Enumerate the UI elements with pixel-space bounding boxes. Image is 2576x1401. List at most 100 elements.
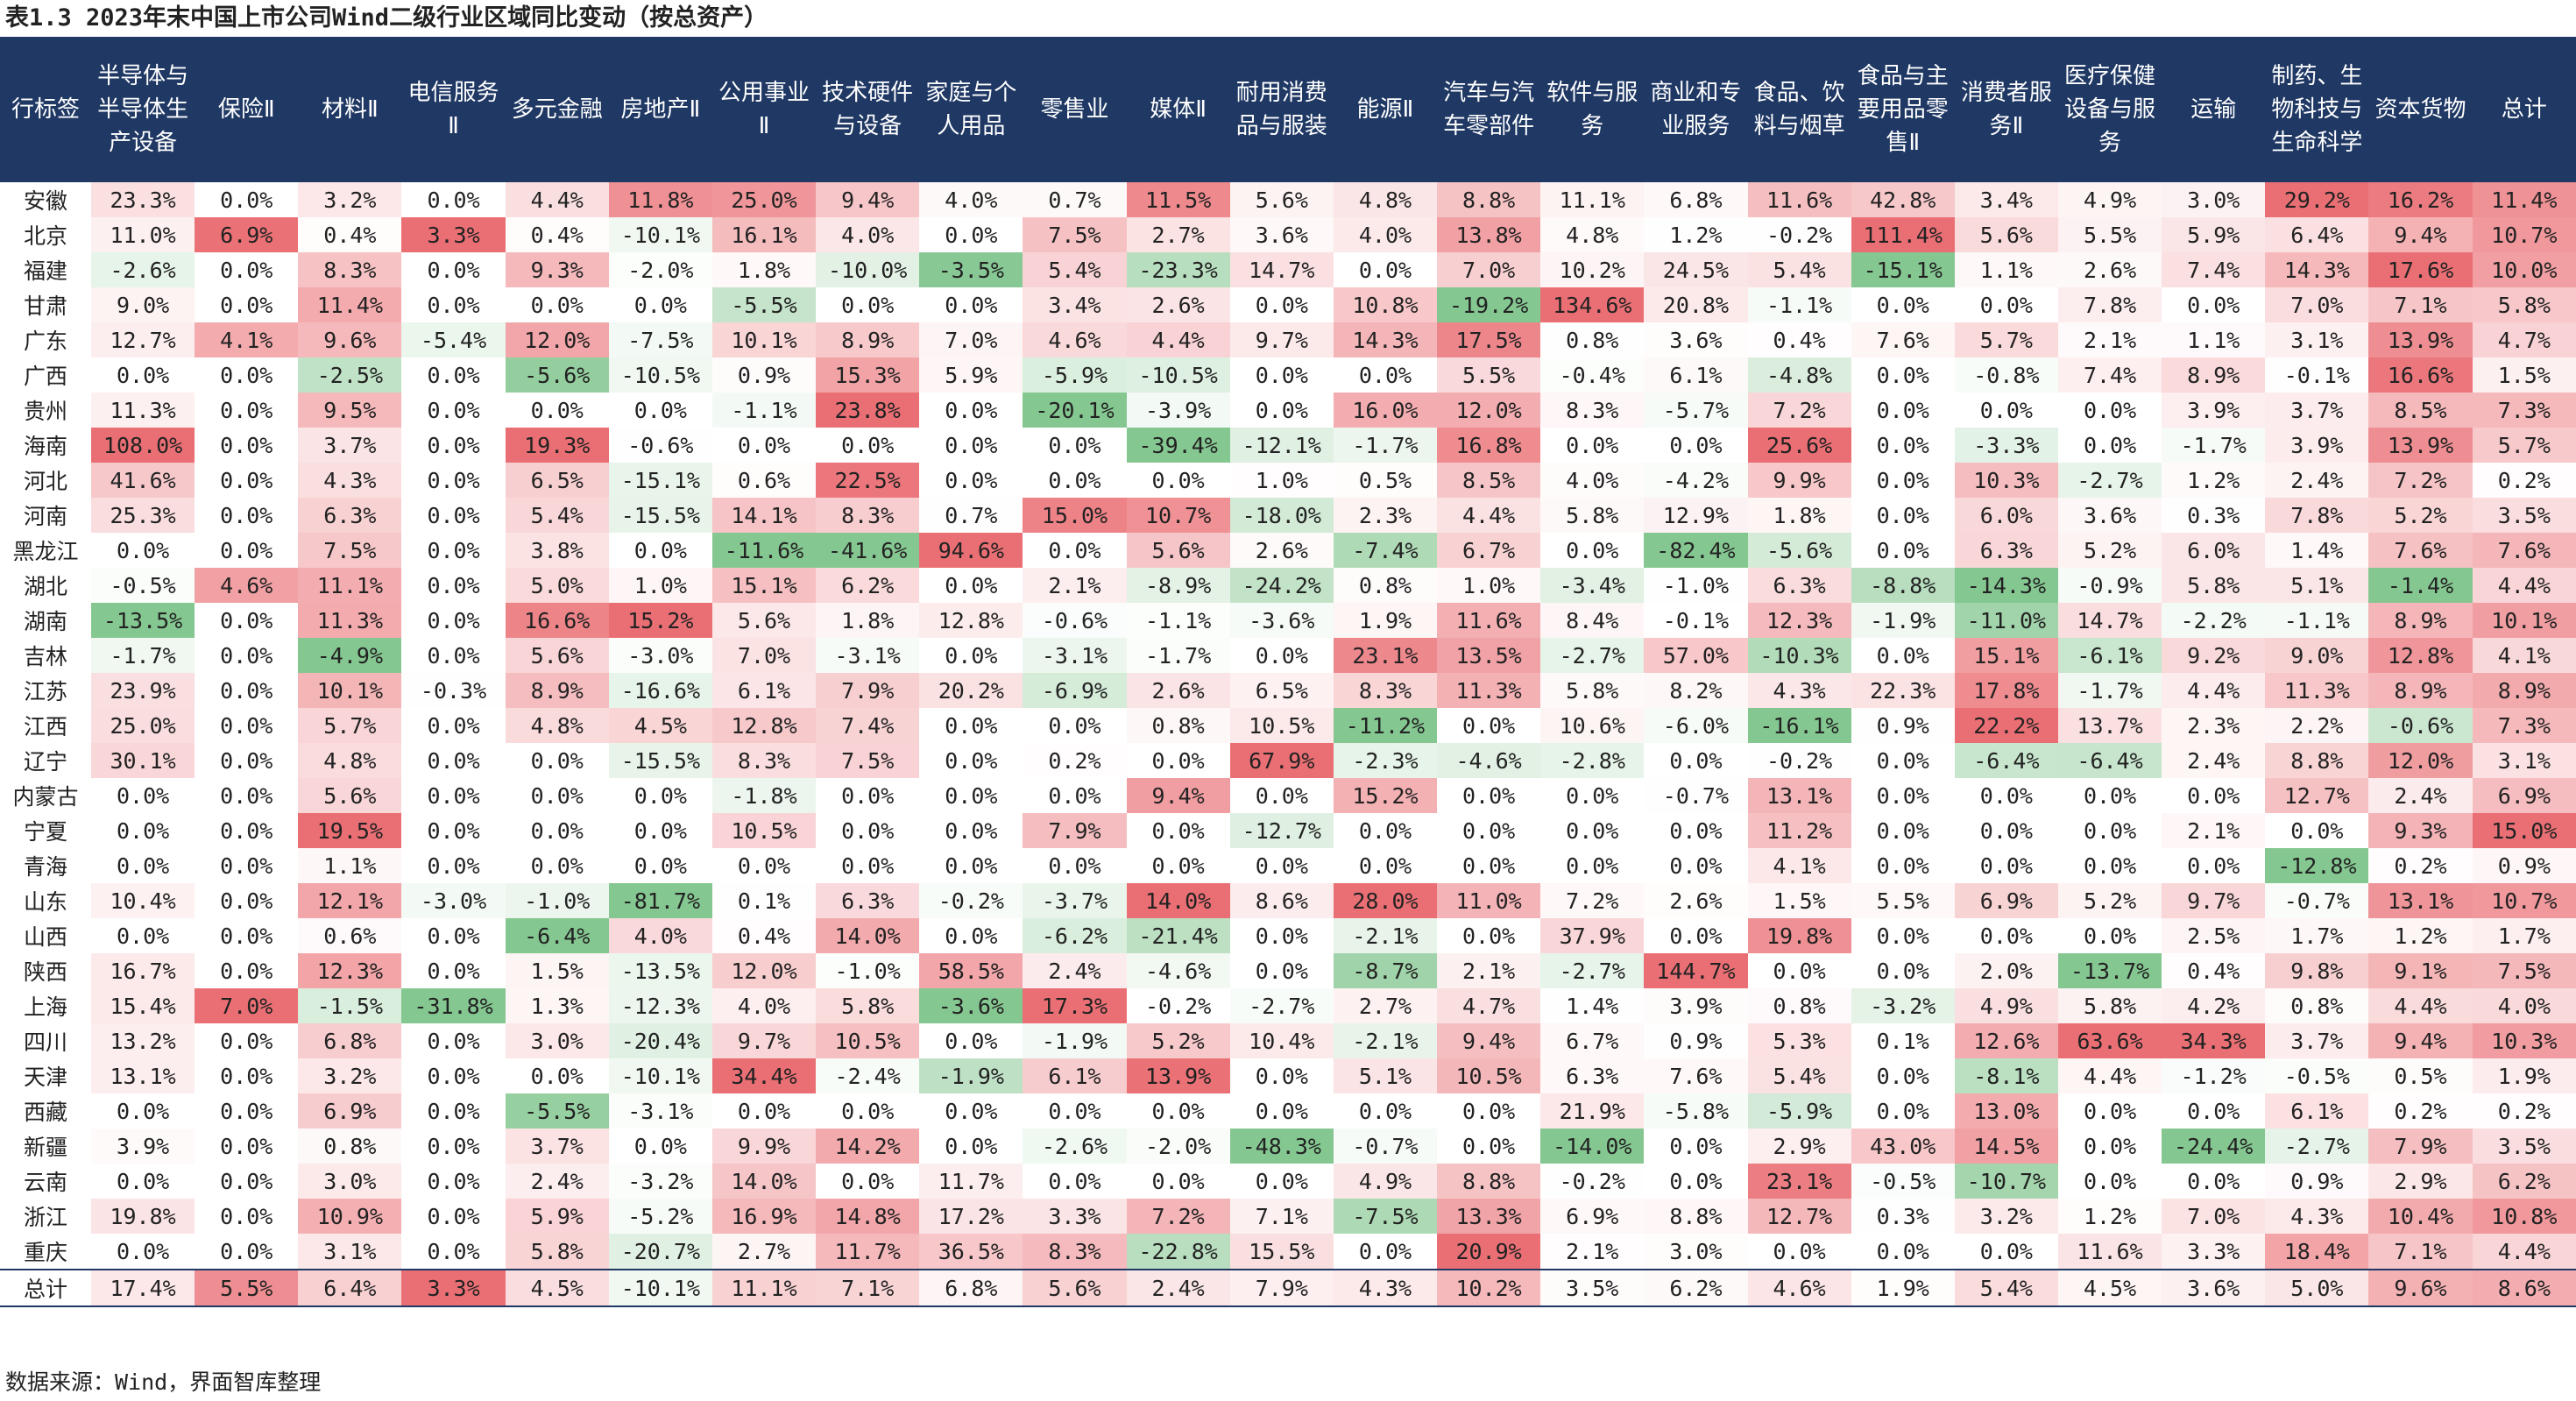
table-cell: -2.7%	[1540, 953, 1645, 988]
table-cell: 12.8%	[2368, 638, 2473, 673]
industry-change-table: 行标签 半导体与半导体生产设备 保险Ⅱ 材料Ⅱ 电信服务Ⅱ 多元金融 房地产Ⅱ 公用事业Ⅱ 技术…	[0, 37, 2576, 1307]
table-cell: 4.0%	[1540, 463, 1644, 498]
column-header: 食品、饮料与烟草	[1747, 37, 1851, 182]
table-cell: -6.4%	[1954, 743, 2058, 778]
table-cell: 0.6%	[298, 918, 401, 953]
table-cell: 0.0%	[220, 1063, 273, 1089]
table-cell: 144.7%	[1644, 953, 1748, 988]
table-cell: -11.0%	[1954, 603, 2058, 638]
table-cell: 20.8%	[1644, 287, 1748, 322]
table-title: 表1.3 2023年末中国上市公司Wind二级行业区域同比变动（按总资产）	[5, 4, 768, 32]
table-cell: 10.3%	[2472, 1023, 2576, 1058]
table-cell: -16.1%	[1747, 708, 1851, 743]
table-cell: 5.7%	[298, 708, 402, 743]
table-cell: 6.9%	[1954, 883, 2058, 918]
table-cell: -5.5%	[711, 287, 817, 322]
table-cell: 0.0%	[1979, 853, 2033, 879]
table-cell: 0.0%	[220, 292, 273, 318]
table-cell: 6.9%	[298, 1093, 402, 1129]
table-cell: -0.2%	[1766, 222, 1833, 248]
table-cell: -0.9%	[2057, 568, 2162, 603]
table-cell: 5.7%	[2472, 428, 2576, 463]
table-cell: 0.0%	[1358, 853, 1412, 879]
table-cell: 0.0%	[427, 362, 480, 388]
table-cell: 0.0%	[841, 1168, 895, 1194]
table-cell: 0.0%	[945, 432, 998, 458]
table-cell: 11.1%	[298, 568, 402, 603]
table-cell: -48.3%	[1229, 1129, 1334, 1164]
table-cell: 0.0%	[1669, 817, 1723, 844]
table-cell: 13.9%	[1126, 1058, 1230, 1093]
table-cell: -6.0%	[1644, 708, 1748, 743]
table-cell: 0.0%	[1566, 782, 1619, 809]
table-cell: -13.7%	[2057, 953, 2162, 988]
table-cell: 0.0%	[1255, 362, 1308, 388]
table-cell: 1.3%	[505, 988, 609, 1023]
table-cell: 16.6%	[2368, 357, 2473, 393]
table-cell: -10.5%	[608, 357, 712, 393]
table-cell: -3.0%	[401, 883, 506, 918]
table-cell: 7.6%	[1644, 1058, 1748, 1093]
table-cell: 4.4%	[2472, 1234, 2576, 1270]
table-cell: 0.0%	[530, 1063, 584, 1089]
table-cell: 23.8%	[816, 393, 920, 428]
table-cell: -4.9%	[298, 638, 402, 673]
table-cell: 0.0%	[841, 432, 895, 458]
table-cell: 57.0%	[1644, 638, 1748, 673]
table-cell: 22.3%	[1851, 673, 1955, 708]
table-cell: 11.4%	[298, 287, 402, 322]
table-cell: -24.2%	[1229, 568, 1334, 603]
table-cell: 12.8%	[919, 603, 1023, 638]
table-cell: 3.0%	[2162, 182, 2266, 217]
table-cell: 5.4%	[1747, 252, 1851, 287]
table-cell: 0.0%	[633, 292, 687, 318]
table-cell: 16.9%	[711, 1199, 817, 1234]
table-cell: 12.7%	[1747, 1199, 1851, 1234]
table-cell: 0.0%	[1876, 923, 1929, 949]
table-cell: 7.4%	[2162, 252, 2266, 287]
table-cell: 0.3%	[2187, 502, 2240, 528]
table-cell: -2.6%	[1023, 1129, 1127, 1164]
table-cell: 7.1%	[2368, 1234, 2473, 1270]
table-cell: 0.0%	[1979, 397, 2033, 423]
table-row: 山东 10.4% 0.0% 12.1% -3.0% -1.0% -81.7% 0.1% 6.3%…	[0, 883, 2576, 918]
table-cell: 0.1%	[1876, 1028, 1929, 1054]
table-cell: 0.3%	[1876, 1203, 1929, 1229]
table-cell: 11.1%	[711, 1269, 817, 1307]
column-header: 公用事业Ⅱ	[711, 37, 817, 182]
table-cell: -23.3%	[1126, 252, 1230, 287]
table-cell: 8.5%	[2368, 393, 2473, 428]
table-cell: 0.0%	[427, 1133, 480, 1159]
table-cell: 2.4%	[1023, 953, 1127, 988]
table-cell: 17.5%	[1437, 322, 1541, 357]
table-cell: 9.9%	[711, 1129, 817, 1164]
table-cell: -3.2%	[609, 1164, 712, 1199]
table-cell: 0.0%	[427, 782, 480, 809]
table-cell: -15.1%	[1851, 252, 1955, 287]
table-cell: 0.0%	[945, 1028, 998, 1054]
table-cell: 0.0%	[220, 467, 273, 493]
table-cell: -1.9%	[1023, 1023, 1127, 1058]
table-cell: 5.6%	[1126, 533, 1230, 568]
table-cell: -2.0%	[627, 257, 694, 283]
table-cell: 11.6%	[1747, 182, 1851, 217]
table-cell: 3.3%	[401, 217, 506, 252]
table-cell: -7.5%	[608, 322, 712, 357]
table-cell: -0.5%	[1851, 1164, 1955, 1199]
table-cell: 3.3%	[401, 1269, 506, 1307]
table-cell: 0.0%	[1462, 1098, 1516, 1124]
table-cell: 10.0%	[2472, 252, 2576, 287]
table-cell: 7.6%	[2368, 533, 2473, 568]
table-cell: 5.2%	[2057, 883, 2162, 918]
table-row: 上海 15.4% 7.0% -1.5% -31.8% 1.3% -12.3% 4.0% 5.8%…	[0, 988, 2576, 1023]
table-cell: 3.6%	[2162, 1269, 2266, 1307]
table-cell: 4.1%	[1747, 848, 1851, 883]
table-cell: 9.7%	[711, 1023, 817, 1058]
table-cell: -82.4%	[1644, 533, 1748, 568]
table-cell: 0.0%	[945, 817, 998, 844]
table-cell: -0.3%	[420, 677, 487, 704]
table-cell: 8.3%	[816, 498, 920, 533]
table-cell: 0.8%	[1748, 988, 1851, 1023]
table-cell: 0.0%	[1876, 817, 1929, 844]
table-cell: 12.0%	[711, 953, 817, 988]
